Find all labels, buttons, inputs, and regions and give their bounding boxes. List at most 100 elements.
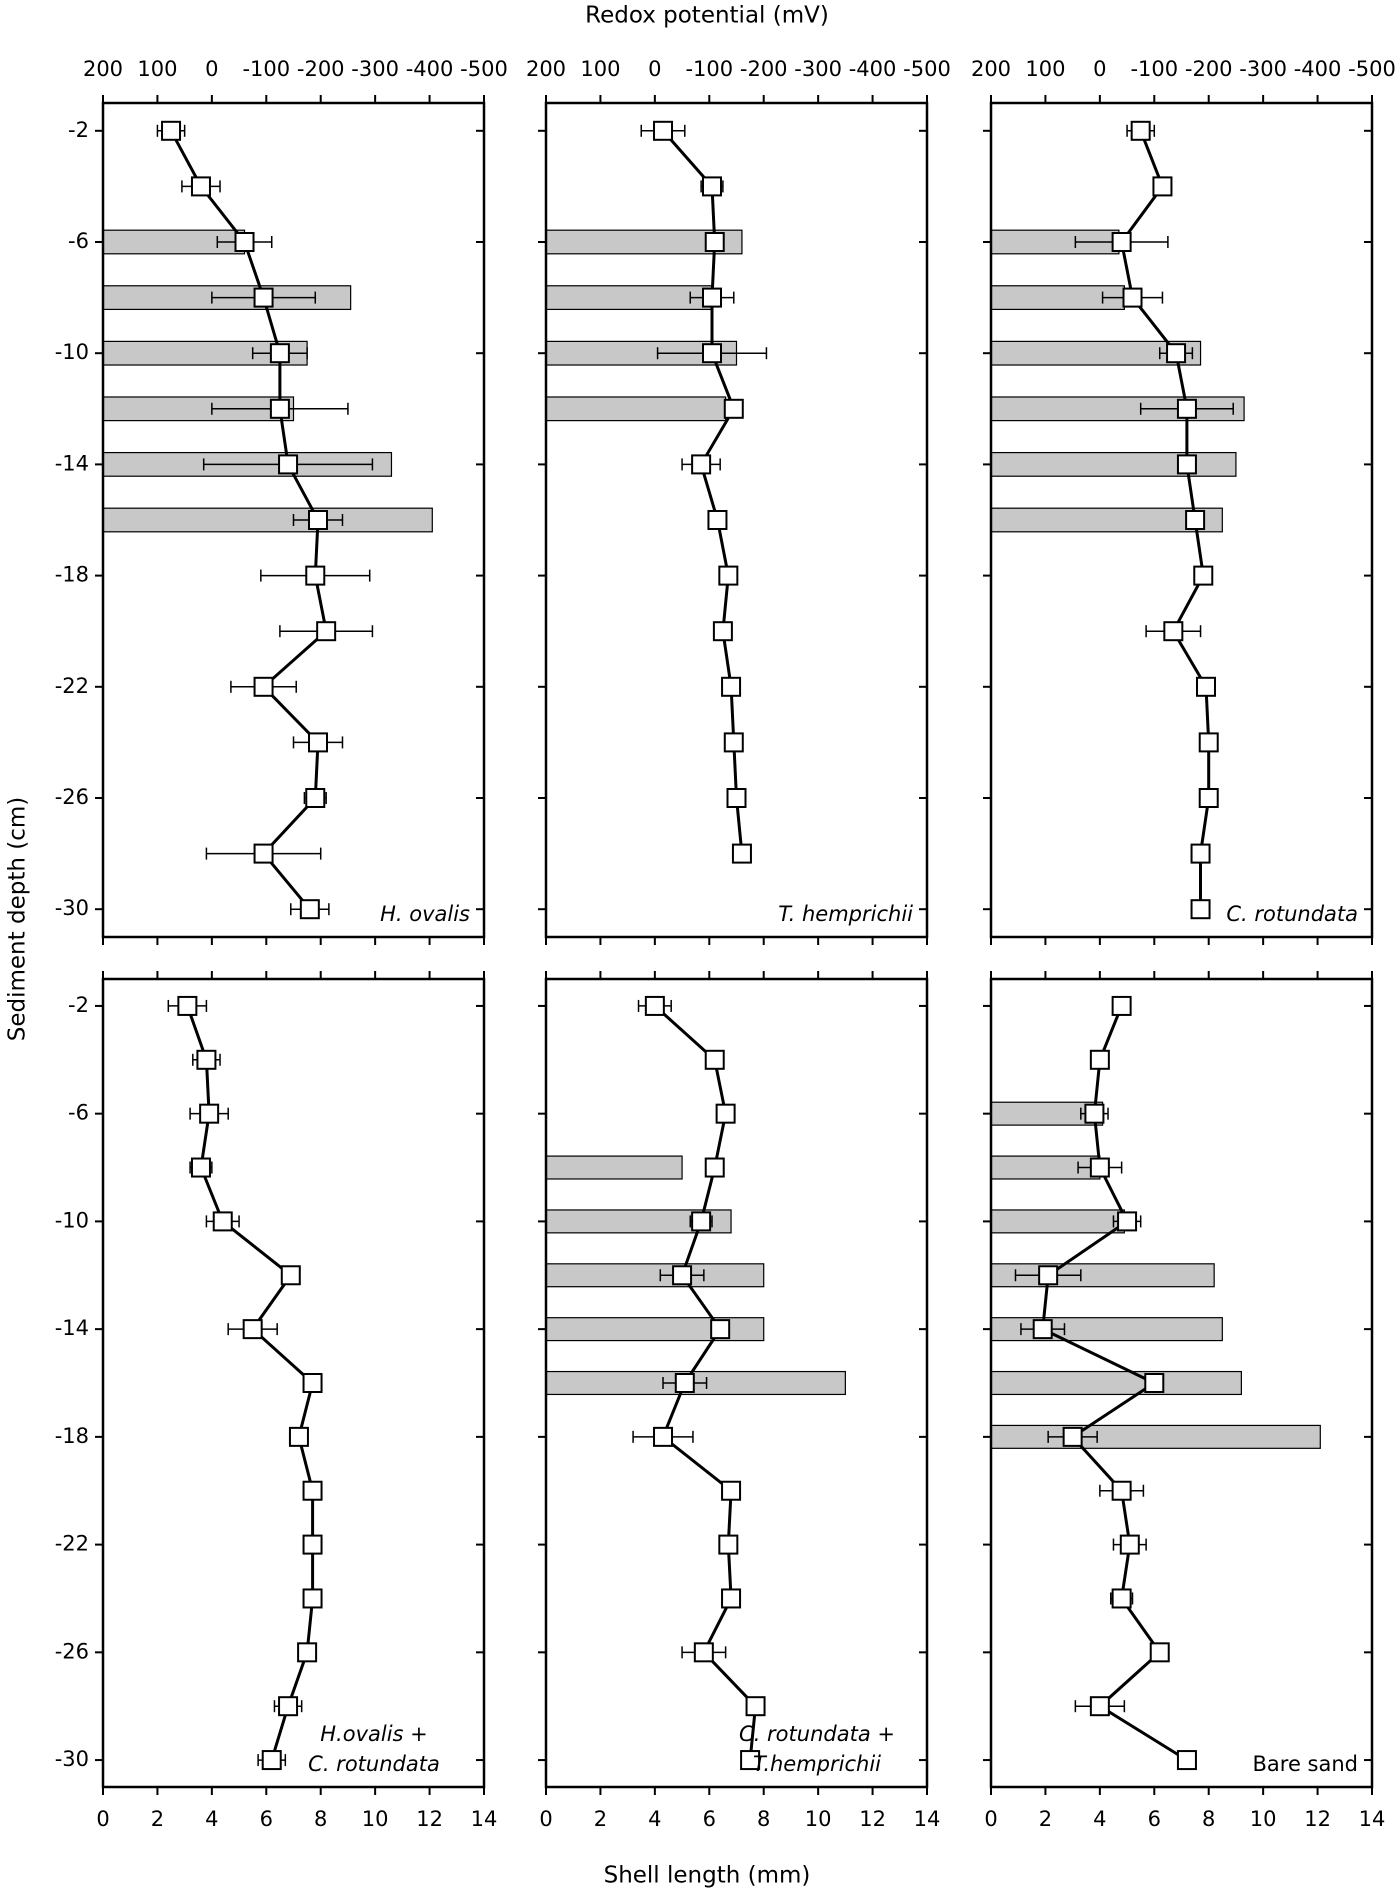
marker bbox=[177, 995, 198, 1016]
marker bbox=[305, 565, 326, 586]
x-bottom-label: Shell length (mm) bbox=[604, 1863, 811, 1889]
marker bbox=[212, 1211, 233, 1232]
y-tick-label: -14 bbox=[55, 451, 89, 475]
x-bottom-tick-label: 4 bbox=[648, 1807, 661, 1831]
marker bbox=[199, 1103, 220, 1124]
x-top-tick-label: 200 bbox=[83, 57, 123, 81]
marker bbox=[721, 676, 742, 697]
panel-label: C. rotundata + bbox=[739, 1722, 895, 1746]
marker bbox=[1032, 1319, 1053, 1340]
y-tick-label: -14 bbox=[55, 1316, 89, 1340]
x-top-tick-label: -500 bbox=[460, 57, 508, 81]
x-bottom-tick-label: 0 bbox=[984, 1807, 997, 1831]
marker bbox=[1190, 899, 1211, 920]
x-top-tick-label: 200 bbox=[526, 57, 566, 81]
x-top-tick-label: 0 bbox=[1093, 57, 1106, 81]
bar bbox=[102, 507, 433, 533]
panel-label: T. hemprichii bbox=[778, 902, 913, 926]
panel: 0 2 4 6 8 10 12 14 -2 -6 -10 -14 -18 -22 -26 -30 H.ovali… bbox=[55, 971, 497, 1831]
marker bbox=[234, 232, 255, 252]
x-bottom-tick-label: 14 bbox=[1359, 1807, 1386, 1831]
y-tick-label: -26 bbox=[55, 785, 89, 809]
x-top-tick-label: -200 bbox=[740, 57, 788, 81]
marker bbox=[1176, 454, 1197, 475]
y-tick-label: -6 bbox=[68, 229, 89, 253]
marker bbox=[712, 621, 733, 642]
marker bbox=[190, 176, 211, 197]
x-bottom-tick-label: 0 bbox=[539, 1807, 552, 1831]
bar bbox=[545, 285, 713, 311]
x-bottom-tick-label: 12 bbox=[416, 1807, 443, 1831]
y-tick-label: -22 bbox=[55, 674, 89, 698]
marker bbox=[253, 843, 274, 864]
marker bbox=[1089, 1157, 1110, 1178]
plot-frame bbox=[989, 977, 1374, 1789]
plot-frame bbox=[544, 977, 929, 1789]
marker bbox=[307, 510, 328, 530]
marker bbox=[731, 843, 752, 864]
marker bbox=[1089, 1049, 1110, 1070]
marker bbox=[269, 343, 290, 364]
x-bottom-tick-label: 10 bbox=[805, 1807, 832, 1831]
x-bottom-tick-label: 8 bbox=[757, 1807, 770, 1831]
marker bbox=[242, 1319, 263, 1340]
marker bbox=[674, 1373, 695, 1393]
bar bbox=[545, 1155, 683, 1180]
marker bbox=[1130, 120, 1151, 141]
y-tick-label: -2 bbox=[68, 993, 89, 1017]
x-top-tick-label: -300 bbox=[794, 57, 842, 81]
marker bbox=[707, 510, 728, 530]
marker bbox=[1089, 1696, 1110, 1717]
x-bottom-tick-label: 8 bbox=[1202, 1807, 1215, 1831]
x-top-tick-label: 100 bbox=[137, 57, 177, 81]
bar bbox=[990, 451, 1237, 477]
marker bbox=[278, 1696, 299, 1717]
panel: 200 100 0 -100 -200 -300 -400 -500 -2 -6 -10 -14 -18… bbox=[55, 57, 508, 945]
marker bbox=[1038, 1265, 1059, 1286]
marker bbox=[704, 1157, 725, 1178]
x-top-tick-label: 0 bbox=[648, 57, 661, 81]
marker bbox=[269, 398, 290, 419]
x-bottom-tick-label: 14 bbox=[914, 1807, 941, 1831]
marker bbox=[302, 1588, 323, 1609]
y-tick-label: -2 bbox=[68, 118, 89, 142]
plot-frame bbox=[544, 101, 929, 939]
marker bbox=[1149, 1642, 1170, 1663]
y-tick-label: -18 bbox=[55, 563, 89, 587]
bar bbox=[990, 1209, 1125, 1234]
marker bbox=[1111, 1588, 1132, 1609]
marker bbox=[723, 398, 744, 419]
x-bottom-tick-label: 6 bbox=[260, 1807, 273, 1831]
marker bbox=[190, 1157, 211, 1178]
marker bbox=[297, 1642, 318, 1663]
panel-label: H.ovalis + bbox=[320, 1722, 428, 1746]
plot-frame bbox=[101, 977, 486, 1789]
marker bbox=[710, 1319, 731, 1340]
marker bbox=[1111, 995, 1132, 1016]
bar bbox=[990, 1370, 1242, 1396]
marker bbox=[1193, 565, 1214, 586]
marker bbox=[1144, 1373, 1165, 1393]
y-label: Sediment depth (cm) bbox=[5, 797, 31, 1041]
marker bbox=[702, 287, 723, 308]
marker bbox=[1163, 621, 1184, 642]
x-top-tick-label: 200 bbox=[971, 57, 1011, 81]
marker bbox=[1198, 732, 1219, 753]
marker bbox=[704, 232, 725, 252]
marker bbox=[745, 1696, 766, 1717]
x-bottom-tick-label: 4 bbox=[205, 1807, 218, 1831]
x-bottom-tick-label: 6 bbox=[703, 1807, 716, 1831]
marker bbox=[1198, 788, 1219, 808]
y-tick-label: -26 bbox=[55, 1639, 89, 1663]
panel-label: Bare sand bbox=[1253, 1752, 1359, 1776]
marker bbox=[723, 732, 744, 753]
x-bottom-tick-label: 12 bbox=[859, 1807, 886, 1831]
x-bottom-tick-label: 8 bbox=[314, 1807, 327, 1831]
marker bbox=[721, 1480, 742, 1501]
marker bbox=[1185, 510, 1206, 530]
x-bottom-tick-label: 2 bbox=[151, 1807, 164, 1831]
x-top-label: Redox potential (mV) bbox=[585, 3, 829, 29]
marker bbox=[288, 1426, 309, 1447]
marker bbox=[653, 120, 674, 141]
